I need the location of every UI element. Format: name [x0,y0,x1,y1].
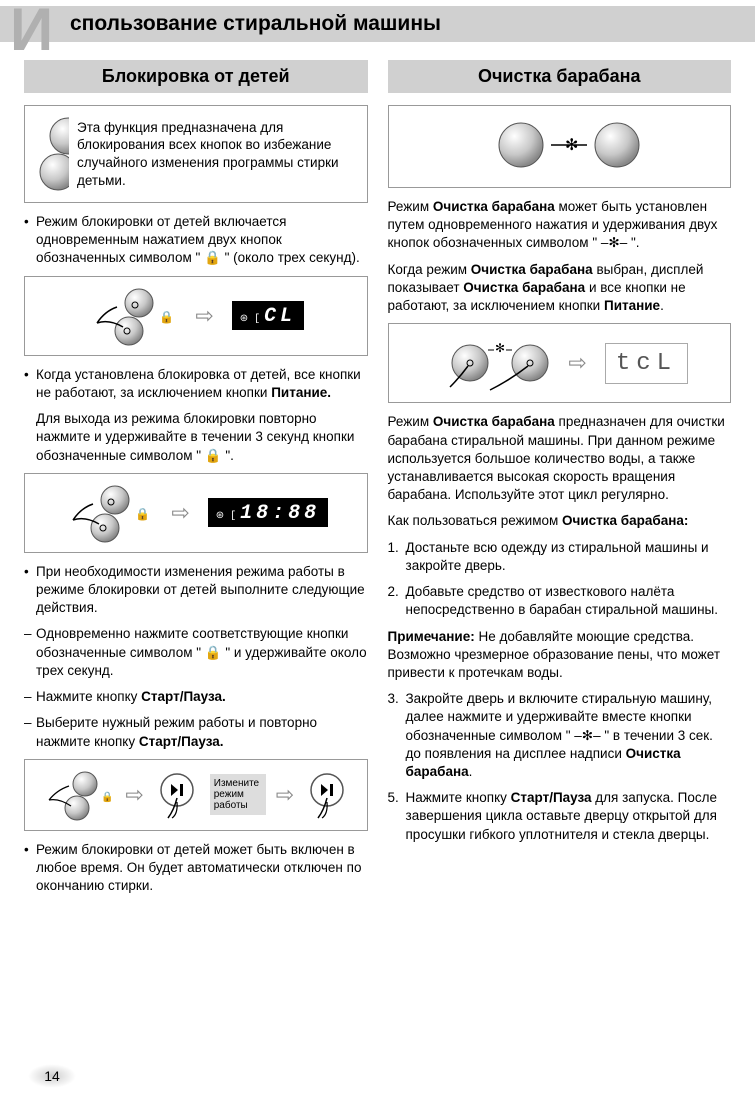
drum-clean-tcl-diagram: ✻ ⇨ tcL [388,323,732,403]
child-lock-enable-text: Режим блокировки от детей включается одн… [24,213,368,268]
press-play-button-icon [304,770,350,820]
svg-text:🔒: 🔒 [135,507,150,521]
header-big-letter: И [10,0,53,60]
press-two-buttons-icon: 🔒 [63,482,153,544]
change-mode-sequence-diagram: 🔒 ⇨ Измените режим работы ⇨ [24,759,368,831]
drum-clean-enable-text: Режим Очистка барабана может быть устано… [388,198,732,253]
arrow-icon: ⇨ [276,782,294,808]
arrow-icon: ⇨ [171,500,189,526]
child-lock-intro-diagram: 🔒 Эта функция предназначена для блокиров… [24,105,368,203]
section-title-drum-clean: Очистка барабана [388,60,732,93]
drum-clean-purpose-text: Режим Очистка барабана предназначен для … [388,413,732,504]
svg-text:🔒: 🔒 [159,310,174,324]
drum-clean-symbol-diagram: ✻ [388,105,732,188]
lcd-display-cl: ⊛ [CL [232,301,304,330]
child-lock-anytime-text: Режим блокировки от детей может быть вкл… [24,841,368,896]
press-two-buttons-icon: 🔒 [41,768,115,822]
section-title-child-lock: Блокировка от детей [24,60,368,93]
child-lock-cl-diagram: 🔒 ⇨ ⊛ [CL [24,276,368,356]
step2-text: Нажмите кнопку Старт/Пауза. [24,688,368,706]
two-buttons-lock-icon: 🔒 [33,114,69,194]
two-buttons-star-icon: ✻ [459,114,659,176]
child-lock-1888-diagram: 🔒 ⇨ ⊛ [18:88 [24,473,368,553]
press-play-button-icon [154,770,200,820]
press-two-buttons-icon: 🔒 [87,285,177,347]
arrow-icon: ⇨ [125,782,143,808]
lcd-display-1888: ⊛ [18:88 [208,498,328,527]
step1-text: Одновременно нажмите соответствующие кно… [24,625,368,680]
change-mode-intro-text: При необходимости изменения режима работ… [24,563,368,618]
svg-text:✻: ✻ [495,341,505,355]
step-1: 1.Достаньте всю одежду из стиральной маш… [388,539,732,575]
page-title: спользование стиральной машины [70,12,441,36]
page-header: И спользование стиральной машины [0,6,755,42]
child-lock-intro-text: Эта функция предназначена для блокирован… [77,119,359,189]
drum-clean-howto-heading: Как пользоваться режимом Очистка барабан… [388,512,732,530]
step-3: 3. Закройте дверь и включите стиральную … [388,690,732,781]
step-2: 2.Добавьте средство от известкового налё… [388,583,732,619]
drum-clean-selected-text: Когда режим Очистка барабана выбран, дис… [388,261,732,316]
hint-text: Измените режим работы [210,774,266,815]
step3-text: Выберите нужный режим работы и повторно … [24,714,368,750]
note-text: Примечание: Не добавляйте моющие средств… [388,628,732,683]
arrow-icon: ⇨ [568,350,586,376]
svg-text:🔒: 🔒 [101,791,113,803]
press-star-buttons-icon: ✻ [430,332,550,394]
child-lock-exit-text: Для выхода из режима блокировки повторно… [24,410,368,465]
right-column: Очистка барабана ✻ Режим Очистка барабан… [388,60,732,903]
page-number: 14 [28,1064,76,1088]
step-5: 5. Нажмите кнопку Старт/Пауза для запуск… [388,789,732,844]
lcd-display-tcl: tcL [605,343,688,384]
svg-text:✻: ✻ [565,137,578,154]
arrow-icon: ⇨ [195,303,213,329]
left-column: Блокировка от детей 🔒 Эта функция предна… [24,60,368,903]
child-lock-buttons-disabled-text: Когда установлена блокировка от детей, в… [24,366,368,402]
